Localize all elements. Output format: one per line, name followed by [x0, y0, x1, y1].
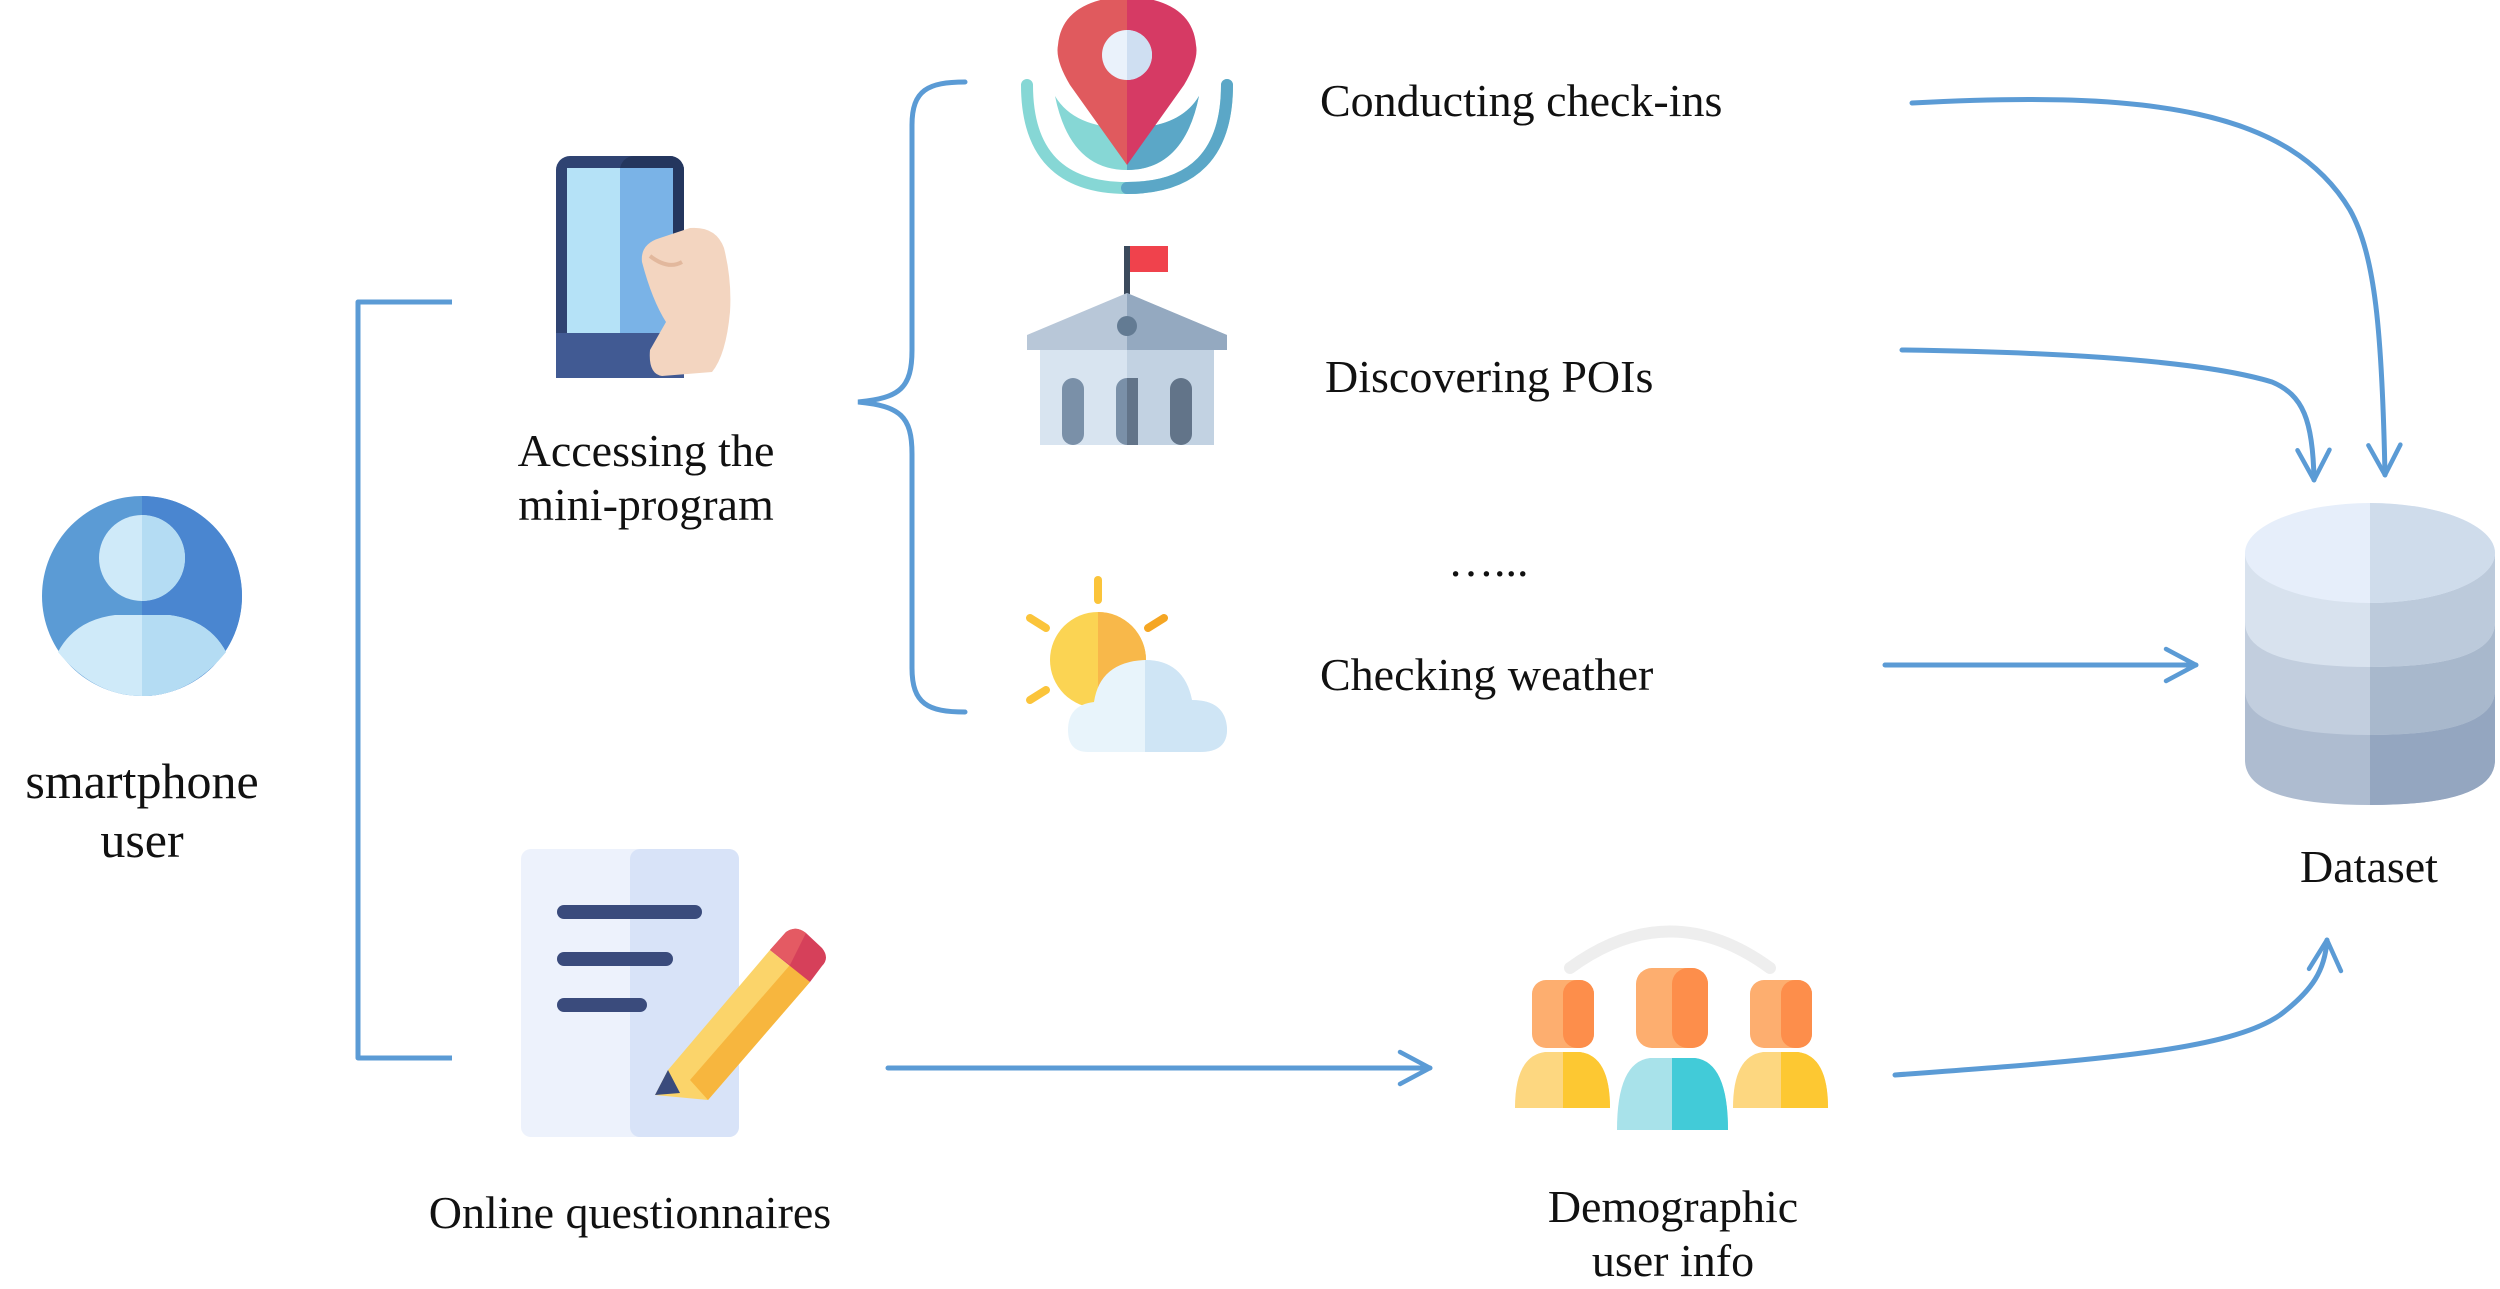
questionnaires-label: Online questionnaires [428, 1187, 832, 1238]
user-bracket [355, 299, 452, 1061]
pois-label: Discovering POIs [1325, 351, 1654, 402]
arrow-pois-to-dataset [1899, 347, 2332, 483]
building-poi-icon [1027, 246, 1227, 445]
questionnaire-icon [521, 849, 826, 1137]
mini-program-label: Accessing the mini-program [518, 424, 775, 533]
location-pin-icon [1021, 0, 1233, 195]
arrow-demographic-to-dataset [1892, 937, 2344, 1078]
demographic-label: Demographic user info [1548, 1180, 1798, 1289]
database-icon [2245, 503, 2495, 805]
weather-label: Checking weather [1320, 649, 1654, 700]
demographic-label-line2: user info [1591, 1235, 1755, 1287]
demographic-label-line1: Demographic [1547, 1181, 1799, 1232]
arrow-checkins-to-dataset [1909, 96, 2403, 478]
mini-program-label-line2: mini-program [518, 479, 774, 531]
smartphone-hand-icon [556, 156, 731, 378]
user-label: smartphone user [25, 752, 258, 870]
user-avatar-icon [42, 496, 242, 696]
user-label-line2: user [100, 812, 184, 868]
user-label-line1: smartphone [25, 753, 259, 809]
activities-brace [857, 79, 968, 715]
ellipsis-label: …... [1448, 535, 1529, 586]
group-users-icon [1515, 925, 1828, 1130]
checkins-label: Conducting check-ins [1320, 75, 1723, 126]
weather-icon [1026, 576, 1228, 752]
mini-program-label-line1: Accessing the [517, 425, 775, 476]
dataset-label: Dataset [2300, 841, 2438, 892]
